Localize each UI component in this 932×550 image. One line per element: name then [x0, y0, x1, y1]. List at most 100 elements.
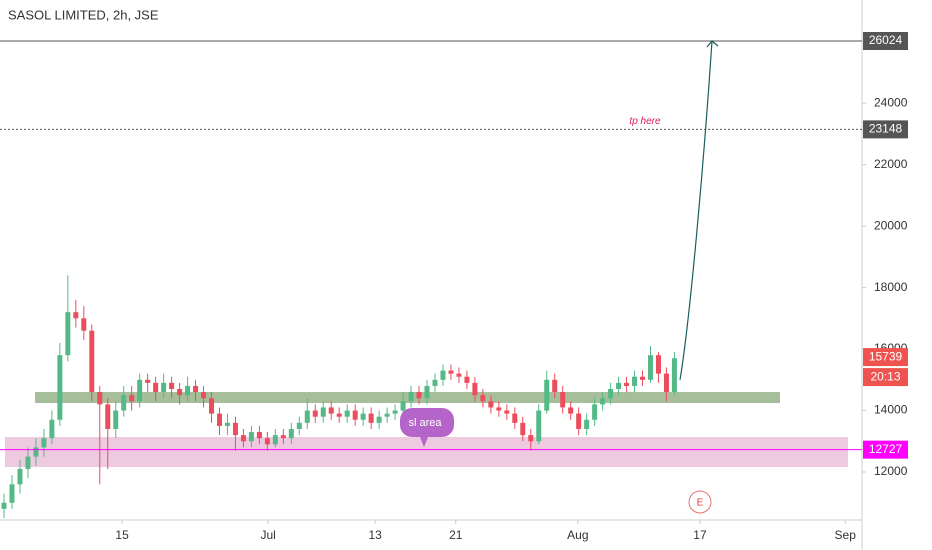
candle-body — [57, 355, 63, 420]
candle-body — [352, 410, 358, 420]
candle-body — [488, 401, 494, 408]
arrow — [679, 40, 713, 380]
candle-body — [25, 456, 31, 469]
candle-body — [520, 422, 526, 436]
candle-body — [472, 382, 478, 396]
candle-body — [432, 379, 438, 386]
candle-body — [568, 407, 574, 414]
candle-body — [113, 410, 119, 429]
candle-body — [584, 419, 590, 429]
x-tick-label: 21 — [449, 528, 463, 542]
event-marker — [688, 490, 712, 514]
candle-body — [592, 404, 598, 420]
candle-body — [264, 438, 270, 445]
candle-body — [17, 468, 23, 485]
candle-body — [256, 432, 262, 439]
x-tick-label: 15 — [115, 528, 129, 542]
candle-body — [600, 398, 606, 405]
candle-body — [416, 392, 422, 399]
candle-body — [216, 413, 222, 426]
arrow-head — [706, 40, 719, 48]
candle-body — [161, 382, 167, 393]
y-tick-label: 22000 — [874, 157, 908, 171]
candle-body — [384, 413, 390, 417]
candle-body — [312, 410, 318, 417]
candle-body — [392, 410, 398, 414]
candle-body — [400, 401, 406, 411]
candle-body — [448, 370, 454, 374]
x-tick-label: 17 — [693, 528, 707, 542]
candle-body — [560, 392, 566, 408]
candle-body — [456, 373, 462, 377]
price-tag — [863, 440, 908, 459]
price-tag-label: 12727 — [869, 442, 903, 456]
candle-body — [480, 395, 486, 402]
price-tag — [863, 31, 908, 50]
candle-body — [73, 312, 79, 319]
candle-body — [33, 447, 39, 457]
candle-body — [121, 395, 127, 411]
candle-body — [153, 382, 159, 393]
x-tick-label: Jul — [261, 528, 276, 542]
price-tag — [863, 120, 908, 139]
candle-body — [647, 355, 653, 380]
x-tick-label: Aug — [567, 528, 588, 542]
candle-body — [376, 416, 382, 423]
candle-body — [280, 435, 286, 439]
candle-body — [145, 379, 151, 383]
zone — [5, 437, 848, 468]
candle-body — [424, 385, 430, 399]
y-tick-label: 14000 — [874, 403, 908, 417]
x-tick-label: 13 — [368, 528, 382, 542]
candle-body — [671, 358, 677, 393]
candle-body — [464, 376, 470, 383]
sl-callout — [400, 408, 454, 447]
candle-body — [105, 404, 111, 429]
candle-body — [544, 379, 550, 411]
price-tag-label: 15739 — [869, 349, 903, 363]
candle-body — [177, 389, 183, 396]
candle-body — [655, 355, 661, 374]
candle-body — [89, 330, 95, 393]
chart-title: SASOL LIMITED, 2h, JSE — [8, 7, 159, 22]
countdown-label: 20:13 — [870, 369, 900, 383]
y-tick-label: 12000 — [874, 464, 908, 478]
sl-label: sl area — [408, 417, 442, 429]
candle-body — [201, 392, 207, 399]
candle-body — [496, 407, 502, 411]
price-tag — [863, 348, 908, 367]
candle-body — [129, 395, 135, 402]
candle-body — [344, 410, 350, 417]
x-tick-label: Sep — [835, 528, 857, 542]
candle-body — [288, 428, 294, 439]
y-tick-label: 24000 — [874, 95, 908, 109]
candle-body — [9, 484, 15, 503]
candle-body — [193, 385, 199, 393]
candle-body — [49, 419, 55, 439]
candle-body — [81, 318, 87, 331]
candle-body — [528, 435, 534, 442]
candle-body — [408, 392, 414, 402]
candle-body — [296, 422, 302, 429]
candle-body — [240, 435, 246, 442]
candle-body — [368, 413, 374, 423]
candle-body — [185, 385, 191, 396]
candle-body — [248, 432, 254, 442]
candle-body — [504, 410, 510, 414]
candle-body — [512, 413, 518, 423]
candle-body — [632, 376, 638, 386]
candle-body — [137, 379, 143, 402]
price-tag-label: 26024 — [869, 33, 903, 47]
zone — [35, 392, 780, 404]
candle-body — [232, 422, 238, 436]
event-label: E — [697, 498, 704, 509]
candle-body — [552, 379, 558, 393]
candle-body — [169, 382, 175, 390]
candle-body — [304, 410, 310, 423]
candle-body — [663, 373, 669, 393]
candle-body — [209, 398, 215, 414]
tp-label: tp here — [629, 116, 661, 127]
candle-body — [336, 413, 342, 417]
